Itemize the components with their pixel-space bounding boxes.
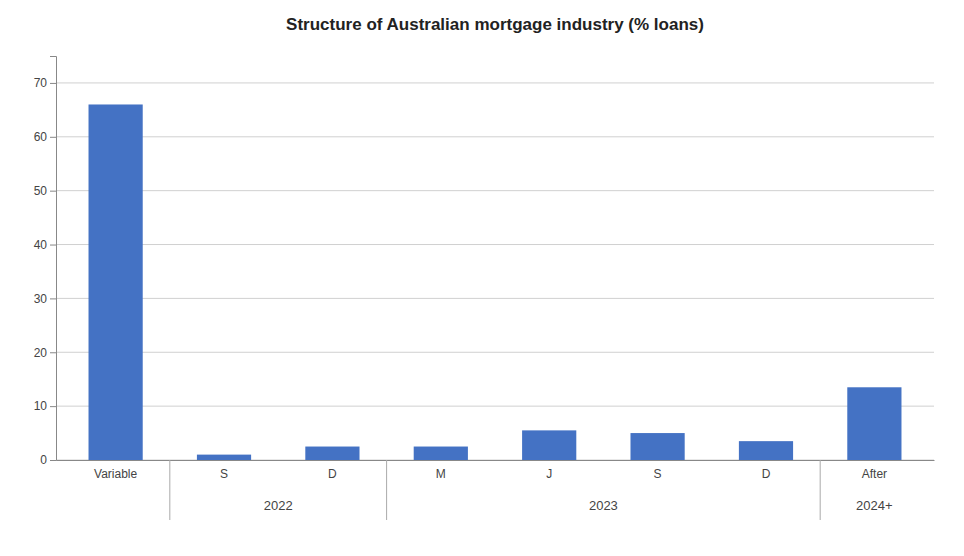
group-label: 2022 [264, 498, 293, 513]
grid-line [56, 352, 934, 353]
tick: S [654, 467, 662, 481]
group-label: 2024+ [856, 498, 893, 513]
bar [522, 430, 576, 460]
tick-label: After [862, 467, 887, 481]
tick: 10 [34, 399, 56, 413]
group-separator [169, 460, 170, 520]
tick: After [862, 467, 887, 481]
grid-line [56, 244, 934, 245]
tick-label: S [654, 467, 662, 481]
tick-label: 10 [34, 399, 48, 413]
tick: Variable [94, 467, 137, 481]
title: Structure of Australian mortgage industr… [286, 15, 704, 34]
tick-label: J [546, 467, 552, 481]
tick-label: D [762, 467, 771, 481]
grid-line [56, 190, 934, 191]
tick: 70 [34, 76, 56, 90]
group-separator [820, 460, 821, 520]
tick-label: D [328, 467, 337, 481]
tick-label: 60 [34, 130, 48, 144]
tick-label: 20 [34, 346, 48, 360]
tick-mark [50, 191, 56, 192]
group-label: 2023 [589, 498, 618, 513]
grid-line [56, 460, 934, 461]
tick-label: 30 [34, 292, 48, 306]
grid [56, 83, 934, 460]
tick-mark [50, 137, 56, 138]
tick-label: 40 [34, 238, 48, 252]
bar [89, 104, 143, 460]
grid-line [56, 136, 934, 137]
tick-mark [50, 298, 56, 299]
bar [847, 387, 901, 460]
tick-mark [50, 83, 56, 84]
x-axis: Variable S D M J S D After [57, 461, 935, 481]
tick-label: 50 [34, 184, 48, 198]
groups: 2022 2023 2024+ [170, 460, 893, 520]
tick-label: S [220, 467, 228, 481]
grid-line [56, 82, 934, 83]
bar [630, 433, 684, 460]
chart-container: 010203040506070VariableSDMJSDAfter202220… [0, 0, 964, 556]
tick: 60 [34, 130, 56, 144]
group-separator [386, 460, 387, 520]
bar [739, 441, 793, 460]
tick: J [546, 467, 552, 481]
grid-line [56, 406, 934, 407]
tick: 40 [34, 238, 56, 252]
bar [197, 455, 251, 460]
tick-mark [50, 460, 56, 461]
tick: 30 [34, 292, 56, 306]
tick-label: 0 [40, 453, 47, 467]
tick-mark [50, 352, 56, 353]
tick: D [762, 467, 771, 481]
tick: 0 [40, 453, 56, 467]
grid-line [56, 298, 934, 299]
tick-label: 70 [34, 76, 48, 90]
tick: 50 [34, 184, 56, 198]
axis-line [57, 460, 935, 461]
bar [414, 447, 468, 460]
tick: D [328, 467, 337, 481]
tick-label: M [436, 467, 446, 481]
axis-line [50, 57, 57, 461]
bar [305, 447, 359, 460]
tick: M [436, 467, 446, 481]
plot-area [89, 104, 902, 460]
tick: S [220, 467, 228, 481]
tick: 20 [34, 346, 56, 360]
tick-label: Variable [94, 467, 137, 481]
tick-mark [50, 245, 56, 246]
y-axis: 0 10 20 30 40 50 60 70 [34, 57, 57, 468]
tick-mark [50, 406, 56, 407]
chart: 010203040506070VariableSDMJSDAfter202220… [0, 0, 964, 556]
